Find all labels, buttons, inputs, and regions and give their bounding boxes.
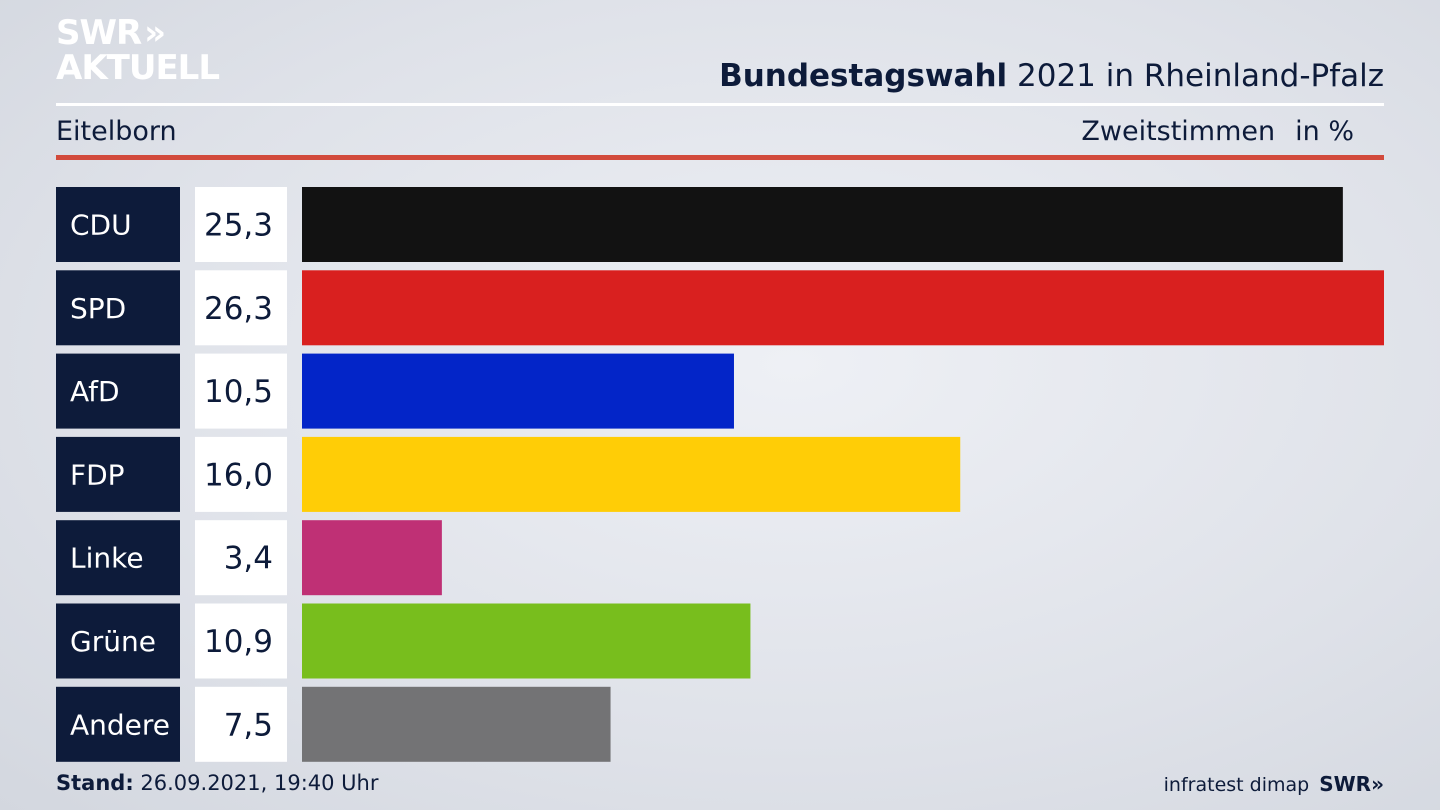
- party-label-cdu: CDU: [70, 209, 132, 242]
- party-label-grne: Grüne: [70, 625, 156, 658]
- value-box-grne: [195, 603, 287, 679]
- party-label-box-cdu: [56, 187, 180, 262]
- bar-spd: [302, 270, 1384, 346]
- bar-cdu: [302, 187, 1343, 262]
- bar-grne: [302, 603, 751, 679]
- swr-aktuell-logo: SWR» AKTUELL: [56, 13, 220, 88]
- timestamp: Stand: 26.09.2021, 19:40 Uhr: [56, 771, 379, 795]
- header-divider: [56, 103, 1384, 106]
- location-label: Eitelborn: [56, 116, 177, 147]
- vote-type-text: Zweitstimmen: [1081, 116, 1276, 147]
- chart-title: Bundestagswahl 2021 in Rheinland-Pfalz: [719, 58, 1384, 94]
- logo-aktuell-text: AKTUELL: [56, 48, 220, 88]
- accent-divider: [56, 155, 1384, 160]
- value-label-spd: 26,3: [204, 291, 273, 327]
- party-label-box-grne: [56, 603, 180, 679]
- bar-andere: [302, 686, 611, 762]
- party-label-box-linke: [56, 520, 180, 596]
- swr-brand-logo: SWR»: [1319, 772, 1384, 796]
- value-label-afd: 10,5: [204, 374, 273, 410]
- value-box-afd: [195, 353, 287, 429]
- party-label-box-andere: [56, 686, 180, 762]
- source-credit: infratest dimap SWR»: [1164, 772, 1384, 796]
- value-label-grne: 10,9: [204, 624, 273, 660]
- party-label-box-fdp: [56, 436, 180, 512]
- unit-label: in %: [1295, 116, 1354, 147]
- value-label-andere: 7,5: [224, 707, 273, 743]
- value-box-andere: [195, 686, 287, 762]
- value-label-cdu: 25,3: [204, 208, 273, 244]
- value-box-cdu: [195, 187, 287, 262]
- value-label-fdp: 16,0: [204, 457, 273, 493]
- bar-linke: [302, 520, 442, 596]
- title-bold: Bundestagswahl: [719, 58, 1008, 94]
- title-rest: 2021 in Rheinland-Pfalz: [1007, 58, 1384, 94]
- stand-label: Stand:: [56, 771, 134, 795]
- vote-type-label: Zweitstimmen in %: [1081, 116, 1354, 147]
- logo-swr-text: SWR: [56, 13, 142, 53]
- party-label-afd: AfD: [70, 375, 120, 408]
- stand-value: 26.09.2021, 19:40 Uhr: [133, 771, 379, 795]
- value-box-linke: [195, 520, 287, 596]
- source-label: infratest dimap: [1163, 774, 1310, 796]
- party-label-spd: SPD: [70, 292, 126, 325]
- bar-afd: [302, 353, 734, 429]
- bar-fdp: [302, 436, 961, 512]
- value-box-spd: [195, 270, 287, 346]
- party-label-linke: Linke: [70, 542, 144, 575]
- party-label-fdp: FDP: [70, 458, 125, 491]
- party-label-box-afd: [56, 353, 180, 429]
- party-label-andere: Andere: [70, 708, 170, 741]
- value-box-fdp: [195, 436, 287, 512]
- party-label-box-spd: [56, 270, 180, 346]
- value-label-linke: 3,4: [224, 541, 273, 577]
